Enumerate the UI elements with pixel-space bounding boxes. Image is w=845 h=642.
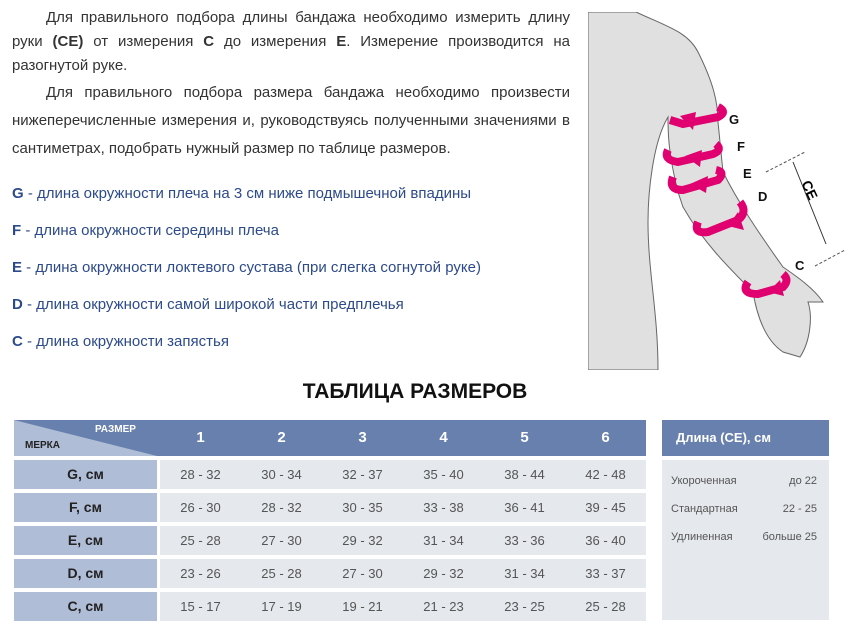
measure-text: - длина окружности локтевого сустава (пр… [22,259,481,276]
corner-size-label: РАЗМЕР [95,424,136,435]
figure-label-d: D [758,189,768,204]
table-row [160,493,646,522]
measure-text: - длина окружности запястья [22,333,229,350]
intro-paragraph-length: Для правильного подбора длины бандажа не… [12,6,570,78]
length-type: Укороченная [671,475,737,487]
measure-item: D - длина окружности самой широкой части… [12,296,404,313]
corner-cell [14,420,157,456]
table-cell: 33 - 38 [423,500,464,515]
length-type: Стандартная [671,503,738,515]
row-label: C, см [14,592,157,621]
measure-text: - длина окружности самой широкой части п… [22,296,404,313]
measure-key: C [12,333,23,350]
table-cell: 30 - 34 [261,467,302,482]
size-header-5: 5 [520,429,529,446]
text: E [336,33,347,50]
table-cell: 31 - 34 [504,566,545,581]
row-label: G, см [14,460,157,489]
table-cell: 26 - 30 [180,500,221,515]
table-cell: 42 - 48 [585,467,626,482]
table-row [160,526,646,555]
measure-key: G [12,185,24,202]
measure-key: F [12,222,22,239]
measurement-arrows [662,103,845,299]
measure-text: - длина окружности плеча на 3 см ниже по… [23,185,472,202]
size-header-4: 4 [439,429,448,446]
table-cell: 29 - 32 [423,566,464,581]
row-label: E, см [14,526,157,555]
table-cell: 36 - 41 [504,500,545,515]
size-header-3: 3 [358,429,367,446]
table-title: ТАБЛИЦА РАЗМЕРОВ [302,380,528,403]
table-row [160,592,646,621]
table-cell: 27 - 30 [261,533,302,548]
arrow-g-icon [668,103,727,129]
length-value: до 22 [789,475,817,487]
measure-item: E - длина окружности локтевого сустава (… [12,259,481,276]
measure-item: C - длина окружности запястья [12,333,229,350]
table-cell: 25 - 28 [261,566,302,581]
row-label: F, см [14,493,157,522]
size-header-1: 1 [196,429,205,446]
corner-measure-label: МЕРКА [25,440,60,451]
arrow-d-icon [692,199,748,237]
figure-label-e: E [743,166,752,181]
length-header [662,420,829,456]
figure-label-f: F [737,139,745,154]
text: от измерения [83,33,204,50]
table-cell: 31 - 34 [423,533,464,548]
measure-text: - длина окружности середины плеча [21,222,279,239]
table-cell: 32 - 37 [342,467,383,482]
table-cell: 27 - 30 [342,566,383,581]
table-cell: 23 - 26 [180,566,221,581]
text: (CE) [52,33,84,50]
table-cell: 36 - 40 [585,533,626,548]
text: Для правильного подбора длины бандажа не… [12,9,570,50]
text: до измерения [214,33,337,50]
row-label: D, см [14,559,157,588]
measure-item: G - длина окружности плеча на 3 см ниже … [12,185,471,202]
table-cell: 23 - 25 [504,599,545,614]
table-cell: 25 - 28 [585,599,626,614]
size-header-2: 2 [277,429,286,446]
table-cell: 39 - 45 [585,500,626,515]
table-cell: 15 - 17 [180,599,221,614]
measure-item: F - длина окружности середины плеча [12,222,279,239]
table-cell: 38 - 44 [504,467,545,482]
table-cell: 33 - 36 [504,533,545,548]
length-value: больше 25 [762,531,817,543]
length-value: 22 - 25 [782,503,817,515]
length-type: Удлиненная [671,531,733,543]
table-cell: 25 - 28 [180,533,221,548]
table-row [160,460,646,489]
table-cell: 29 - 32 [342,533,383,548]
size-header-6: 6 [601,429,610,446]
measure-key: D [12,296,23,313]
figure-label-c: C [795,258,805,273]
length-panel [662,460,829,620]
table-cell: 33 - 37 [585,566,626,581]
figure-label-g: G [729,112,740,127]
table-cell: 19 - 21 [342,599,383,614]
table-cell: 28 - 32 [180,467,221,482]
length-title: Длина (CE), см [676,430,771,445]
intro-paragraph-size: Для правильного подбора размера бандажа … [12,84,570,157]
text: C [203,33,215,50]
table-cell: 17 - 19 [261,599,302,614]
table-cell: 28 - 32 [261,500,302,515]
text: . Измерение производится на разогнутой р… [12,33,570,74]
measure-key: E [12,259,23,276]
table-cell: 30 - 35 [342,500,383,515]
table-row [160,559,646,588]
table-cell: 35 - 40 [423,467,464,482]
table-cell: 21 - 23 [423,599,464,614]
